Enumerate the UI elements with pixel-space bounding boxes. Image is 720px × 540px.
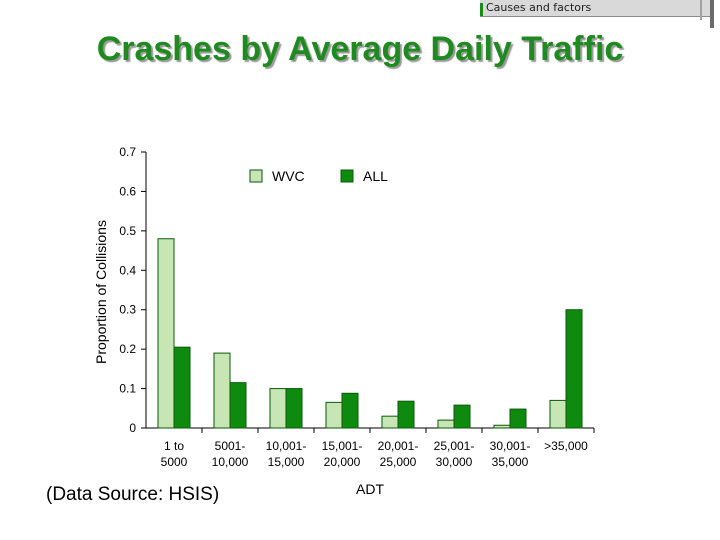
y-tick-label: 0.7 — [119, 145, 136, 159]
all-bar — [453, 404, 471, 429]
wvc-bar — [269, 388, 287, 429]
legend-wvc-swatch — [249, 169, 263, 183]
x-tick-label: >35,000 — [544, 439, 588, 453]
all-bar — [341, 392, 359, 429]
slide-title: Crashes by Average Daily Traffic — [96, 30, 624, 68]
x-tick-label: 25,000 — [380, 455, 417, 469]
x-tick-label: 1 to — [164, 439, 184, 453]
all-bar — [285, 388, 303, 429]
x-tick-label: 35,000 — [492, 455, 529, 469]
section-tag: Causes and factors — [486, 1, 592, 14]
wvc-bar — [549, 399, 567, 429]
y-tick-label: 0.1 — [119, 382, 136, 396]
x-tick-label: 10,000 — [212, 455, 249, 469]
wvc-bar — [381, 415, 399, 429]
x-tick-label: 5000 — [161, 455, 188, 469]
x-tick-label: 30,001- — [490, 439, 531, 453]
x-tick-label: 25,001- — [434, 439, 475, 453]
legend-all-label: ALL — [363, 168, 388, 184]
all-bar — [565, 309, 583, 429]
y-tick-label: 0.2 — [119, 342, 136, 356]
wvc-bar — [157, 238, 175, 429]
corner-rule-thin — [700, 0, 702, 20]
wvc-bar — [325, 401, 343, 429]
x-tick-label: 20,000 — [324, 455, 361, 469]
all-bar — [397, 400, 415, 429]
all-bar — [229, 382, 247, 429]
x-tick-label: 5001- — [215, 439, 246, 453]
wvc-bar — [213, 352, 231, 429]
x-tick-label: 20,001- — [378, 439, 419, 453]
y-axis-title: Proportion of Collisions — [93, 220, 109, 364]
x-axis-title: ADT — [356, 481, 384, 497]
y-tick-label: 0.5 — [119, 224, 136, 238]
wvc-bar — [493, 424, 511, 429]
x-tick-label: 15,000 — [268, 455, 305, 469]
header-accent — [480, 3, 483, 16]
all-bar — [173, 346, 191, 429]
x-tick-label: 15,001- — [322, 439, 363, 453]
y-tick-label: 0.6 — [119, 184, 136, 198]
x-tick-label: 30,000 — [436, 455, 473, 469]
legend-wvc-label: WVC — [272, 168, 305, 184]
x-tick-label: 10,001- — [266, 439, 307, 453]
all-bar — [509, 408, 527, 429]
data-source-note: (Data Source: HSIS) — [46, 484, 220, 505]
wvc-bar — [437, 419, 455, 429]
y-tick-label: 0.3 — [119, 303, 136, 317]
corner-rule — [710, 0, 714, 28]
y-tick-label: 0.4 — [119, 263, 136, 277]
section-header-bar: Causes and factors — [480, 0, 710, 17]
legend-all-swatch — [340, 169, 354, 183]
y-tick-label: 0 — [129, 421, 136, 435]
